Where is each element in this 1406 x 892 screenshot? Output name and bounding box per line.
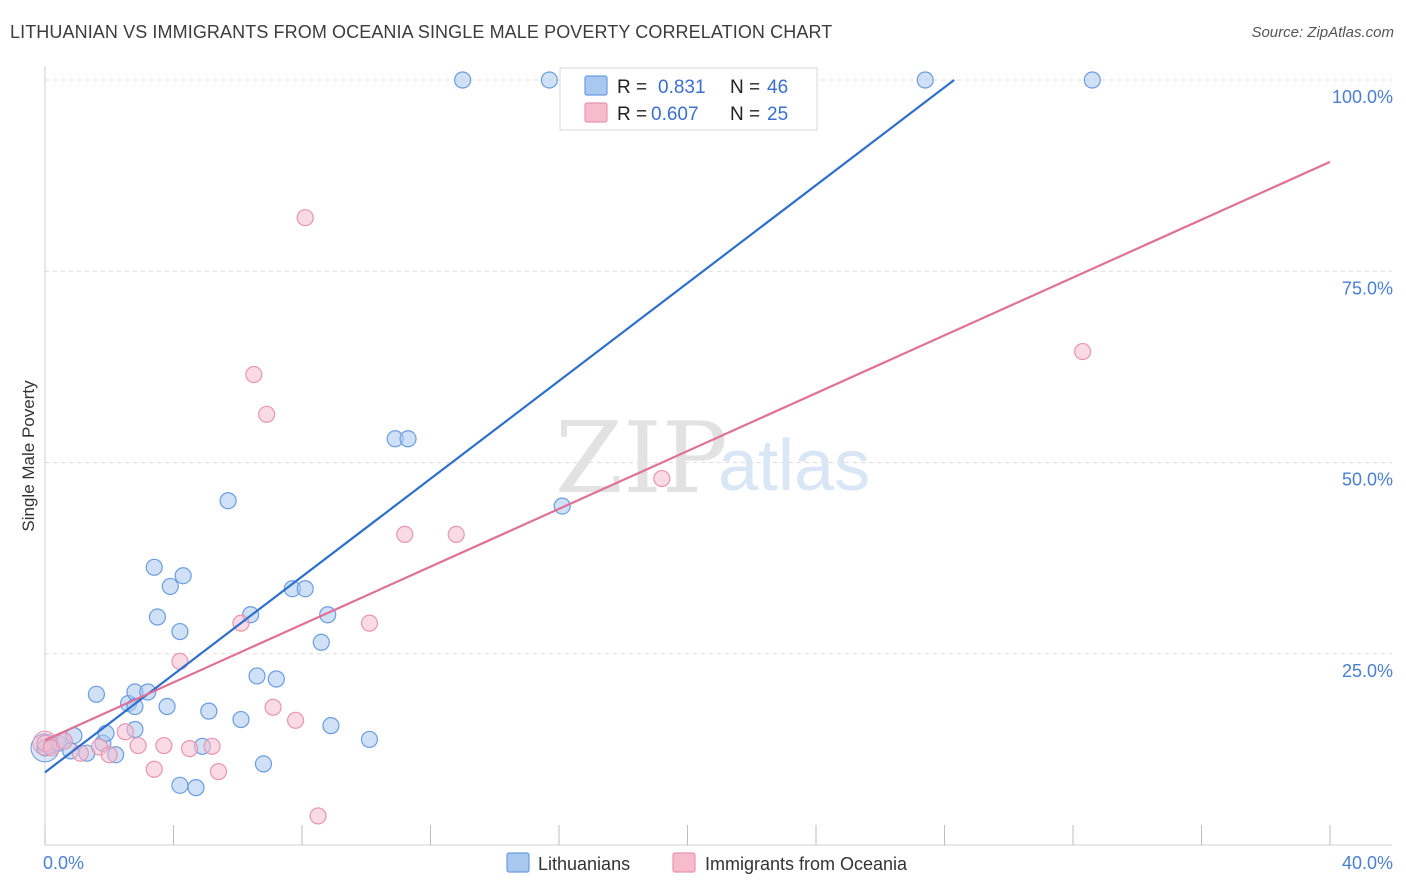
data-point-oceania [145,760,163,778]
stats-r-label-1: R = [617,77,647,98]
data-point-oceania [55,732,73,750]
data-point-lithuanians [174,567,192,585]
data-point-oceania [286,711,305,729]
data-point-lithuanians [254,755,273,773]
data-point-oceania [396,525,414,544]
data-point-oceania [360,614,379,632]
stats-swatch-blue [584,75,608,96]
data-point-oceania [653,469,671,488]
data-point-oceania [209,762,228,781]
data-point-oceania [100,746,118,764]
stats-n-value-2: 25 [767,104,788,125]
data-point-lithuanians [399,430,417,448]
data-point-lithuanians [148,608,167,626]
stats-n-label-2: N = [730,104,760,125]
legend-swatch-lithuanians [506,852,530,873]
data-point-oceania [203,737,221,755]
data-point-lithuanians [296,580,314,598]
data-point-oceania [116,723,134,741]
stats-n-label-1: N = [730,77,760,98]
watermark-atlas: atlas [718,426,870,506]
data-point-oceania [155,736,173,755]
data-point-oceania [245,365,263,384]
y-tick-label: 100.0% [1332,87,1393,107]
data-point-oceania [1074,342,1092,361]
data-point-lithuanians [232,710,250,729]
data-point-lithuanians [171,622,189,641]
data-point-lithuanians [219,492,237,510]
source-label: Source: ZipAtlas.com [1251,24,1394,41]
data-point-lithuanians [540,71,558,89]
data-point-lithuanians [553,497,571,515]
trend-line-oceania [44,160,1331,742]
data-point-oceania [258,405,276,423]
x-tick-label: 0.0% [43,853,84,873]
data-point-lithuanians [158,697,176,716]
data-point-lithuanians [171,776,189,794]
data-point-lithuanians [454,71,472,89]
data-point-lithuanians [200,702,218,720]
data-point-oceania [309,807,327,825]
data-point-lithuanians [87,685,106,703]
data-point-lithuanians [248,667,266,685]
data-point-lithuanians [161,577,179,596]
data-point-lithuanians [1083,71,1101,89]
legend-swatch-oceania [672,852,696,873]
trend-lines [44,79,1331,774]
data-point-lithuanians [187,779,205,797]
data-point-lithuanians [360,730,379,749]
data-point-oceania [447,525,465,544]
stats-box: R = 0.831 N = 46 R = 0.607 N = 25 [559,67,818,131]
grid-lines [45,79,1392,655]
data-point-oceania [296,209,314,227]
legend-label-lithuanians: Lithuanians [538,854,630,874]
trend-line-lithuanians [44,79,955,774]
data-point-lithuanians [267,670,285,688]
y-tick-label: 25.0% [1342,661,1393,681]
tick-labels: 25.0% 50.0% 75.0% 100.0% 0.0% 40.0% [43,87,1393,873]
legend-label-oceania: Immigrants from Oceania [705,854,908,874]
stats-swatch-pink [584,102,608,123]
data-point-lithuanians [322,717,340,735]
stats-r-label-2: R = [617,104,647,125]
data-point-oceania [171,652,189,671]
stats-n-value-1: 46 [767,77,788,98]
data-point-lithuanians [916,71,934,89]
series-immigrants-from-oceania [32,209,1092,825]
data-point-oceania [129,736,147,755]
legend: Lithuanians Immigrants from Oceania [506,852,908,874]
data-point-oceania [71,744,89,762]
y-tick-label: 75.0% [1342,278,1393,298]
data-point-lithuanians [145,558,163,576]
watermark: ZIP atlas [555,402,870,516]
y-tick-label: 50.0% [1342,470,1393,490]
y-axis-label: Single Male Poverty [19,380,38,532]
data-point-lithuanians [312,633,330,651]
chart-title: LITHUANIAN VS IMMIGRANTS FROM OCEANIA SI… [10,22,833,42]
data-point-oceania [180,740,199,758]
stats-r-value-1: 0.831 [658,77,706,98]
stats-r-value-2: 0.607 [651,104,699,125]
data-point-oceania [264,698,282,716]
axes [44,66,1392,846]
x-tick-label: 40.0% [1342,853,1393,873]
